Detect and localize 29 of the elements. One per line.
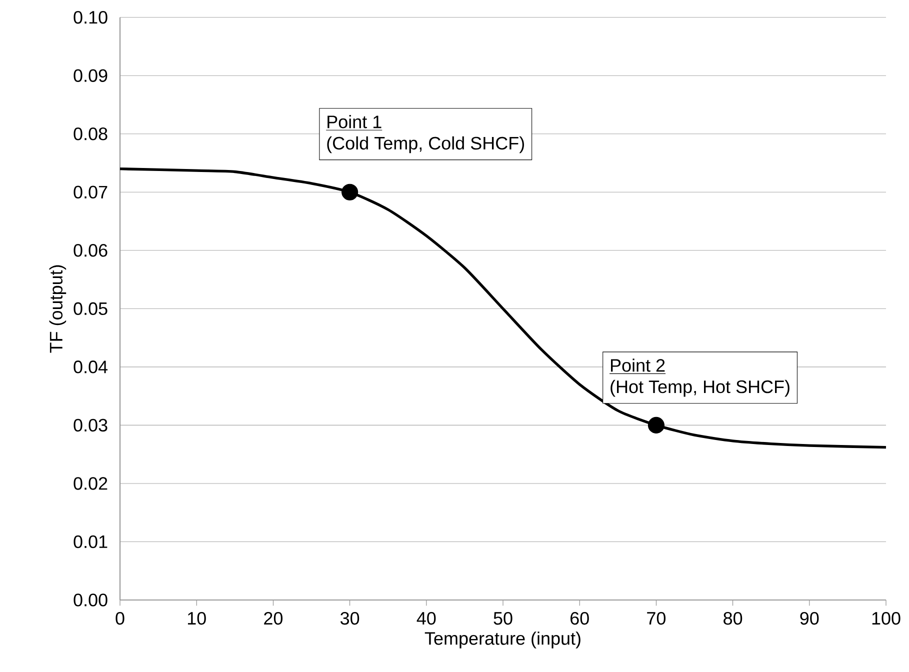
y-tick-label: 0.01 [74,535,108,548]
x-tick-label: 50 [494,612,512,625]
y-axis-title: TF (output) [49,265,66,353]
y-tick-label: 0.09 [74,69,108,82]
x-tick-label: 40 [416,612,436,625]
y-tick-label: 0.02 [74,477,108,490]
x-tick-label: 80 [724,612,742,625]
x-tick-label: 70 [647,612,666,625]
y-tick-label: 0.05 [74,302,108,316]
y-tick-label: 0.10 [74,10,108,24]
annotation: Point 2 [611,358,665,372]
y-tick-label: 0.07 [74,186,108,198]
y-tick-label: 0.08 [74,127,108,140]
annotation: Point 1 [328,115,382,128]
x-tick-label: 30 [340,612,360,625]
x-axis-title: Temperature (input) [424,632,580,648]
annotation: (Hot Temp, Hot SHCF) [610,380,790,397]
x-tick-label: 100 [872,612,900,625]
y-tick-label: 0.06 [74,244,108,257]
y-tick-label: 0.00 [74,594,108,606]
x-tick-label: 60 [570,612,589,625]
annotation: (Cold Temp, Cold SHCF) [327,136,524,154]
y-tick-label: 0.04 [74,360,108,374]
line-series [118,167,888,449]
x-tick-label: 90 [800,612,819,625]
x-tick-label: 10 [188,612,206,625]
x-tick-label: 20 [264,612,283,625]
y-tick-label: 0.03 [74,418,108,432]
x-tick-label: 0 [116,612,124,625]
